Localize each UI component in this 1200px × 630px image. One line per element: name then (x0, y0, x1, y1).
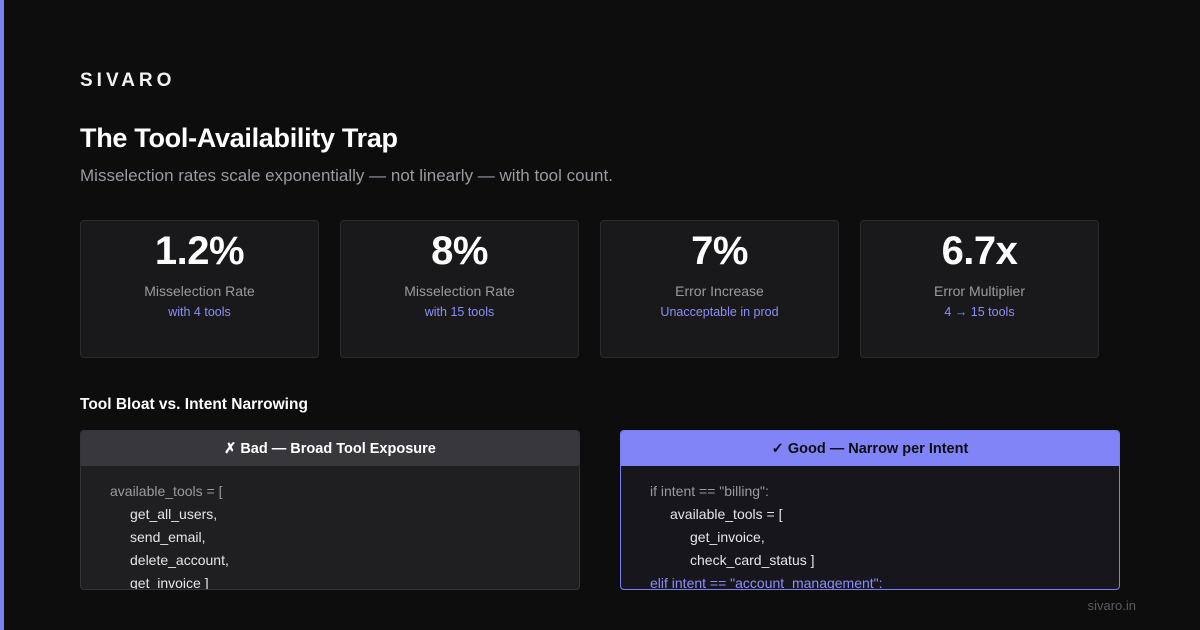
footer-url: sivaro.in (1087, 598, 1136, 613)
good-example-panel: ✓ Good — Narrow per Intent if intent == … (620, 430, 1120, 590)
code-line: delete_account, (130, 552, 229, 568)
code-line: if intent == "billing": (650, 483, 769, 499)
stat-value: 1.2% (154, 229, 245, 273)
good-panel-header: ✓ Good — Narrow per Intent (621, 431, 1119, 466)
good-code-block: if intent == "billing": available_tools … (621, 466, 1119, 590)
code-line: get_invoice ] (130, 575, 209, 590)
bad-example-panel: ✗ Bad — Broad Tool Exposure available_to… (80, 430, 580, 590)
stat-card: 6.7x Error Multiplier 4 → 15 tools (860, 220, 1099, 358)
code-line: available_tools = [ (110, 483, 223, 499)
stat-value: 6.7x (941, 229, 1018, 273)
stat-card: 1.2% Misselection Rate with 4 tools (80, 220, 319, 358)
code-line: check_card_status ] (690, 552, 815, 568)
stat-sublabel: with 4 tools (168, 305, 231, 319)
stats-row: 1.2% Misselection Rate with 4 tools 8% M… (80, 220, 1100, 360)
code-line: elif intent == "account_management": (650, 575, 883, 590)
stat-card: 8% Misselection Rate with 15 tools (340, 220, 579, 358)
brand-logo: SIVARO (80, 70, 176, 91)
stat-card: 7% Error Increase Unacceptable in prod (600, 220, 839, 358)
stat-value: 7% (691, 229, 748, 273)
stat-sublabel: with 15 tools (424, 305, 495, 319)
stat-label: Error Multiplier (933, 283, 1025, 299)
stat-value: 8% (431, 229, 488, 273)
bad-panel-header: ✗ Bad — Broad Tool Exposure (81, 431, 579, 466)
stat-label: Error Increase (675, 283, 764, 299)
page-title: The Tool-Availability Trap (80, 123, 398, 153)
page-subtitle: Misselection rates scale exponentially —… (80, 166, 613, 185)
section-heading: Tool Bloat vs. Intent Narrowing (80, 396, 308, 413)
code-line: send_email, (130, 529, 206, 545)
stat-sublabel: 4 → 15 tools (944, 305, 1015, 319)
code-line: get_invoice, (690, 529, 765, 545)
stat-sublabel: Unacceptable in prod (660, 305, 779, 319)
accent-bar (0, 0, 4, 630)
stat-label: Misselection Rate (404, 283, 515, 299)
bad-code-block: available_tools = [ get_all_users, send_… (81, 466, 579, 590)
stat-label: Misselection Rate (144, 283, 255, 299)
code-line: available_tools = [ (670, 506, 783, 522)
code-line: get_all_users, (130, 506, 218, 522)
